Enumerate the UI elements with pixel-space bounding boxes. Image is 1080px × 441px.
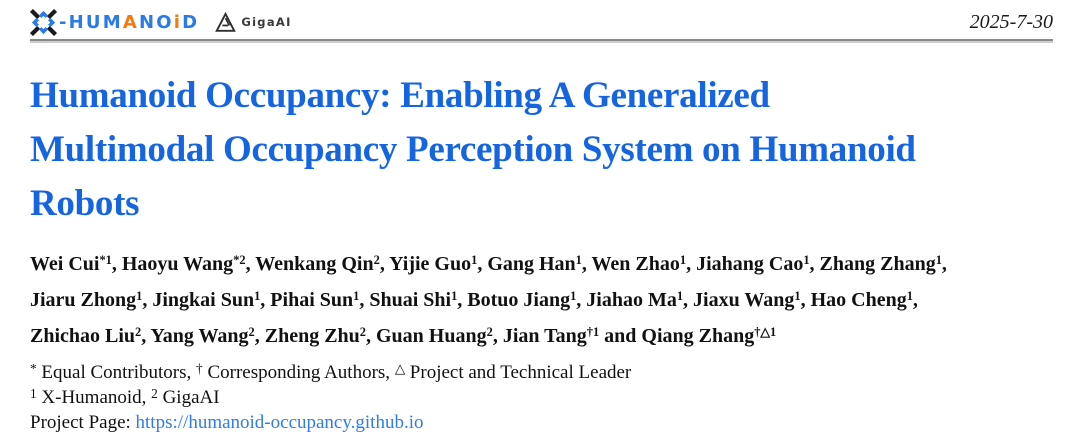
footnote-symbol: † — [196, 361, 203, 376]
footnote-symbol: △ — [394, 361, 406, 376]
project-page-link[interactable]: https://humanoid-occupancy.github.io — [135, 412, 424, 433]
project-page-row: Project Page: https://humanoid-occupancy… — [30, 410, 1053, 436]
project-page-label: Project Page: — [30, 412, 136, 433]
author: Shuai Shi1 — [369, 289, 458, 311]
author-superscript: 1 — [679, 253, 687, 267]
gigaai-logo: GigaAI — [215, 11, 292, 33]
author: Jiaxu Wang1 — [693, 289, 801, 311]
wordmark-part: A — [122, 11, 140, 33]
author-superscript: 2 — [373, 253, 380, 267]
author-superscript: 1 — [570, 289, 577, 303]
author-superscript: 2 — [486, 325, 493, 339]
author-superscript: 1 — [353, 289, 360, 303]
author: Zhang Zhang1 — [819, 253, 942, 275]
author: Gang Han1 — [487, 253, 582, 275]
author-superscript: 1 — [803, 253, 810, 267]
author: Jiahang Cao1 — [696, 253, 810, 275]
footnote-symbol: * — [30, 361, 37, 376]
author-line: Jiaru Zhong1, Jingkai Sun1, Pihai Sun1, … — [30, 289, 918, 311]
paper-title: Humanoid Occupancy: Enabling A Generaliz… — [30, 69, 1053, 231]
author-superscript: 1 — [676, 289, 684, 303]
author-superscript: 1 — [254, 289, 261, 303]
footnote-affiliations: 1 X-Humanoid, 2 GigaAI — [30, 386, 220, 408]
wordmark-part: NO — [139, 11, 174, 33]
author-list: Wei Cui*1, Haoyu Wang*2, Wenkang Qin2, Y… — [30, 246, 1053, 354]
author-superscript: 2 — [248, 325, 255, 339]
author: Wen Zhao1 — [591, 253, 687, 275]
author-superscript: 2 — [135, 325, 142, 339]
x-humanoid-wordmark: -HUMANOiD — [59, 12, 199, 33]
gigaai-logo-icon — [215, 11, 237, 32]
paper-date: 2025-7-30 — [969, 10, 1053, 33]
author: Jiaru Zhong1 — [30, 289, 143, 311]
footnote-symbol: 2 — [151, 386, 158, 401]
author: Hao Cheng1 — [810, 289, 913, 311]
author-superscript: †1 — [586, 325, 600, 339]
title-line: Robots — [30, 183, 140, 224]
author: Jiahao Ma1 — [586, 289, 684, 311]
author: Jian Tang†1 — [502, 325, 600, 347]
author: Qiang Zhang†△1 — [641, 325, 777, 347]
author-superscript: 1 — [935, 253, 942, 267]
footnote-contributors: * Equal Contributors, † Corresponding Au… — [30, 361, 632, 383]
author: Wenkang Qin2 — [255, 253, 380, 275]
author-line: Zhichao Liu2, Yang Wang2, Zheng Zhu2, Gu… — [30, 325, 777, 347]
author: Zheng Zhu2 — [264, 325, 366, 347]
author-superscript: 1 — [906, 289, 913, 303]
author: Haoyu Wang*2 — [121, 253, 246, 275]
author-superscript: *2 — [233, 253, 246, 267]
wordmark-part: -HUM — [59, 11, 123, 33]
author-superscript: 1 — [575, 253, 582, 267]
wordmark-part: D — [182, 11, 200, 33]
wordmark-part: i — [173, 11, 183, 33]
author-superscript: 1 — [451, 289, 458, 303]
author-superscript: †△1 — [754, 325, 777, 339]
title-line: Humanoid Occupancy: Enabling A Generaliz… — [30, 75, 770, 116]
title-line: Multimodal Occupancy Perception System o… — [30, 129, 916, 170]
author: Wei Cui*1 — [30, 253, 112, 275]
author: Guan Huang2 — [376, 325, 493, 347]
gigaai-wordmark: GigaAI — [241, 15, 292, 29]
author-superscript: 2 — [359, 325, 366, 339]
header-divider — [30, 39, 1053, 43]
author: Botuo Jiang1 — [467, 289, 577, 311]
author-superscript: 1 — [794, 289, 801, 303]
x-humanoid-logo: -HUMANOiD — [30, 8, 199, 36]
author: Jingkai Sun1 — [152, 289, 261, 311]
logo-group: -HUMANOiD GigaAI — [30, 8, 292, 36]
author-superscript: 1 — [136, 289, 143, 303]
author-superscript: 1 — [471, 253, 478, 267]
author: Pihai Sun1 — [270, 289, 360, 311]
x-humanoid-logo-icon — [30, 8, 57, 36]
header: -HUMANOiD GigaAI 2025-7-30 — [30, 0, 1053, 36]
author: Zhichao Liu2 — [30, 325, 142, 347]
author: Yang Wang2 — [150, 325, 255, 347]
author-superscript: *1 — [99, 253, 112, 267]
footnote-symbol: 1 — [30, 386, 37, 401]
author-line: Wei Cui*1, Haoyu Wang*2, Wenkang Qin2, Y… — [30, 253, 947, 275]
author: Yijie Guo1 — [389, 253, 478, 275]
